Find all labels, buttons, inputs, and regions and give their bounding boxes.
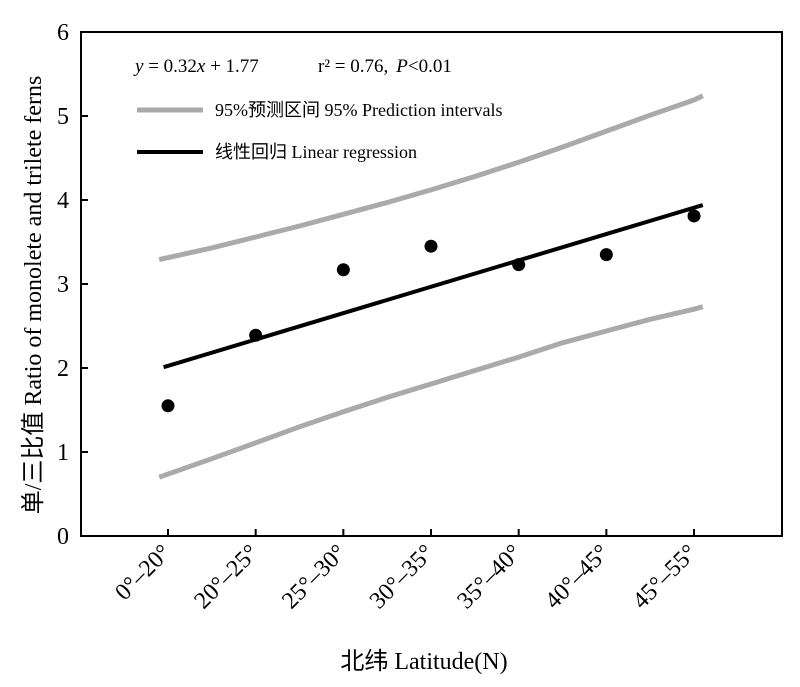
plot-layer — [158, 93, 704, 480]
equation-r2: r² = 0.76, — [318, 56, 388, 77]
prediction-interval-lower — [158, 304, 704, 480]
data-point — [424, 239, 438, 253]
x-tick-label: 30°–35° — [365, 540, 439, 614]
y-tick-label: 2 — [57, 356, 69, 382]
regression-line — [163, 203, 704, 370]
legend-label-prediction: 95%预测区间 95% Prediction intervals — [215, 100, 502, 120]
y-tick-label: 1 — [57, 440, 69, 466]
equation-p-var: P — [395, 56, 408, 77]
y-tick-label: 0 — [57, 524, 69, 550]
y-axis-title: 单/三比值 Ratio of monolete and trilete fern… — [20, 76, 47, 515]
data-point — [336, 263, 350, 277]
regression-equation: y = 0.32x + 1.77 — [133, 56, 259, 77]
legend: 95%预测区间 95% Prediction intervals 线性回归 Li… — [137, 100, 502, 162]
legend-label-regression: 线性回归 Linear regression — [215, 142, 417, 162]
y-tick-label: 4 — [57, 188, 69, 214]
x-tick-label: 40°–45° — [540, 540, 614, 614]
data-point — [161, 399, 175, 413]
equation-x-var: x — [196, 56, 206, 77]
data-point — [599, 248, 613, 262]
y-tick-label: 5 — [57, 104, 69, 130]
equation-middle: = 0.32 — [143, 56, 196, 77]
prediction-interval-upper — [158, 93, 704, 263]
x-tick-label: 25°–30° — [277, 540, 351, 614]
regression-stats: r² = 0.76, P<0.01 — [318, 56, 452, 77]
y-tick-label: 6 — [57, 20, 69, 46]
data-point — [687, 209, 701, 223]
equation-p-tail: <0.01 — [408, 56, 452, 77]
x-tick-label: 35°–40° — [453, 540, 527, 614]
equation-tail: + 1.77 — [205, 56, 258, 77]
data-point — [512, 258, 526, 272]
equation-y-var: y — [133, 56, 144, 77]
x-tick-label: 20°–25° — [190, 540, 264, 614]
x-axis-title: 北纬 Latitude(N) — [340, 648, 507, 675]
y-tick-label: 3 — [57, 272, 69, 298]
x-tick-label: 45°–55° — [628, 540, 702, 614]
x-tick-label: 0°–20° — [110, 540, 176, 606]
data-point — [249, 328, 263, 342]
